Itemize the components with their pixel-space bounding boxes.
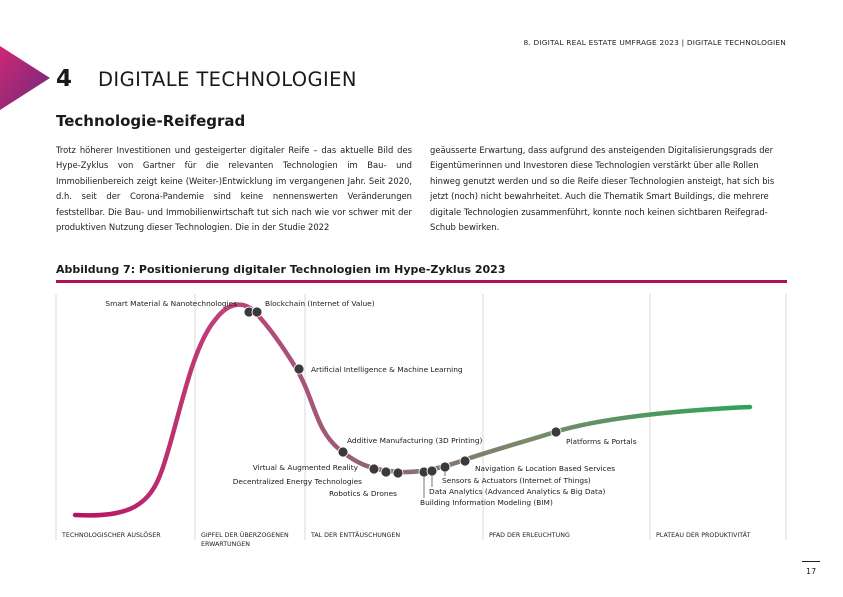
technology-label: Navigation & Location Based Services: [475, 464, 615, 473]
hype-curve: [72, 302, 753, 518]
technology-marker: [293, 363, 305, 375]
chapter-title: DIGITALE TECHNOLOGIEN: [98, 68, 357, 91]
technology-label: Smart Material & Nanotechnologies: [105, 299, 237, 308]
technology-marker: [550, 426, 562, 438]
phase-label: GIPFEL DER ÜBERZOGENEN: [201, 530, 289, 539]
chapter-number: 4: [56, 66, 73, 92]
technology-markers: [243, 306, 562, 479]
phase-label: TECHNOLOGISCHER AUSLÖSER: [61, 530, 161, 539]
phase-label: PFAD DER ERLEUCHTUNG: [489, 532, 570, 539]
technology-label: Robotics & Drones: [329, 489, 397, 498]
figure-title-rule: [56, 280, 787, 283]
body-text-right: geäusserte Erwartung, dass aufgrund des …: [430, 145, 775, 233]
technology-marker: [459, 455, 471, 467]
technology-marker: [380, 466, 392, 478]
running-header: 8. DIGITAL REAL ESTATE UMFRAGE 2023 | DI…: [523, 38, 786, 47]
technology-marker: [337, 446, 349, 458]
page-number: 17: [806, 567, 817, 576]
technology-label: Additive Manufacturing (3D Printing): [347, 436, 483, 445]
technology-marker: [426, 465, 438, 477]
phase-labels: TECHNOLOGISCHER AUSLÖSER GIPFEL DER ÜBERZ…: [61, 530, 750, 548]
body-text-left: Trotz höherer Investitionen und gesteige…: [56, 145, 412, 233]
section-title: Technologie-Reifegrad: [56, 112, 246, 130]
figure-title: Abbildung 7: Positionierung digitaler Te…: [56, 263, 506, 276]
footer-rule: [802, 561, 820, 562]
phase-label: TAL DER ENTTÄUSCHUNGEN: [310, 530, 400, 539]
technology-label: Sensors & Actuators (Internet of Things): [442, 476, 591, 485]
corner-triangle-decoration: [0, 46, 50, 110]
technology-marker: [439, 461, 451, 473]
technology-label: Decentralized Energy Technologies: [233, 477, 362, 486]
technology-label: Blockchain (Internet of Value): [265, 299, 375, 308]
phase-dividers: [55, 294, 787, 540]
phase-label: PLATEAU DER PRODUKTIVITÄT: [656, 530, 750, 539]
technology-label: Data Analytics (Advanced Analytics & Big…: [429, 487, 605, 496]
technology-marker: [368, 463, 380, 475]
technology-marker: [392, 467, 404, 479]
technology-label: Building Information Modeling (BIM): [420, 498, 553, 507]
phase-label: ERWARTUNGEN: [201, 541, 250, 548]
technology-label: Platforms & Portals: [566, 437, 637, 446]
technology-marker: [251, 306, 263, 318]
technology-label: Artificial Intelligence & Machine Learni…: [311, 365, 463, 374]
technology-labels: Smart Material & Nanotechnologies Blockch…: [105, 299, 636, 507]
technology-label: Virtual & Augmented Reality: [253, 463, 359, 472]
